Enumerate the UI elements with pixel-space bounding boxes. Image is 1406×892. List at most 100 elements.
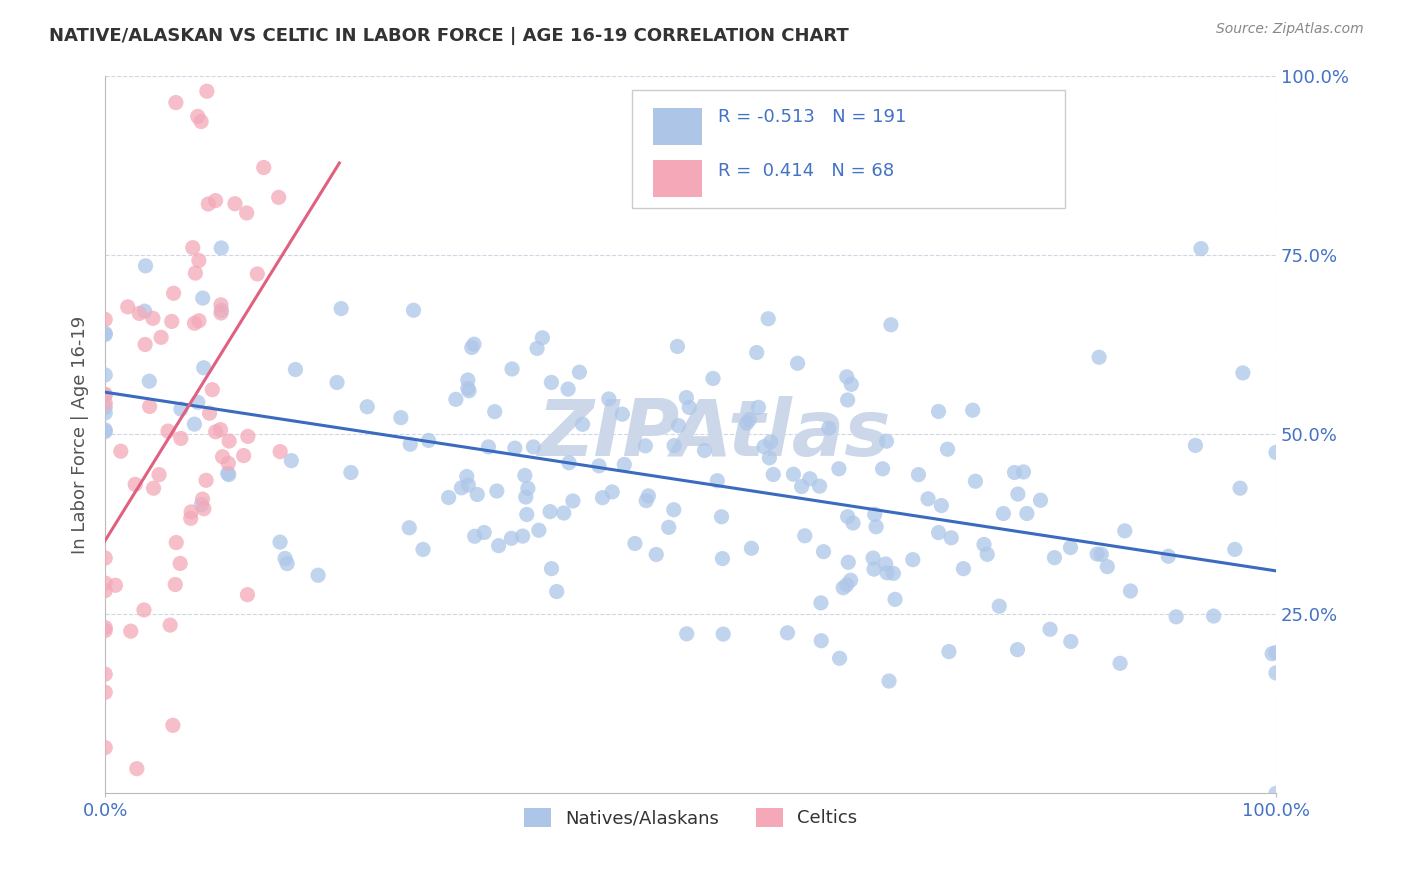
Point [837,555,859,569]
Point [516,482,538,496]
Point [658,520,681,534]
Point [965,475,987,489]
Point [793,529,815,543]
Point [204,425,226,439]
Point [142,311,165,326]
Point [561,494,583,508]
Point [134,337,156,351]
Point [356,400,378,414]
Point [187,253,209,268]
Point [138,400,160,414]
Point [799,472,821,486]
Point [884,592,907,607]
Point [1012,465,1035,479]
Point [553,506,575,520]
Point [195,473,218,487]
Point [863,562,886,576]
Point [600,484,623,499]
Point [134,304,156,318]
Point [571,417,593,432]
Point [191,492,214,507]
Point [418,434,440,448]
Point [183,316,205,330]
Point [917,491,939,506]
Point [169,557,191,571]
Point [624,536,647,550]
Point [94,425,117,439]
Point [776,625,799,640]
Point [962,403,984,417]
Point [1166,610,1188,624]
Point [901,552,924,566]
FancyBboxPatch shape [633,90,1066,209]
FancyBboxPatch shape [654,160,702,197]
Point [1232,366,1254,380]
Point [224,196,246,211]
Point [94,388,117,402]
Point [810,596,832,610]
Point [928,525,950,540]
Point [546,584,568,599]
Text: ZIPAtlas: ZIPAtlas [537,396,891,473]
Point [269,444,291,458]
Point [125,762,148,776]
Point [668,418,690,433]
Point [165,95,187,110]
Point [191,291,214,305]
Point [839,377,862,392]
Point [170,402,193,417]
Point [540,561,562,575]
Point [274,551,297,566]
Point [880,318,903,332]
Point [134,259,156,273]
Point [276,557,298,571]
Point [1223,542,1246,557]
Point [882,566,904,581]
Point [747,401,769,415]
Point [284,362,307,376]
Point [488,539,510,553]
Point [828,462,851,476]
Point [1202,609,1225,624]
Point [94,396,117,410]
Text: R = -0.513   N = 191: R = -0.513 N = 191 [717,108,905,126]
Point [1039,622,1062,636]
Point [157,424,180,438]
Point [198,406,221,420]
Point [762,467,785,482]
Point [1059,541,1081,555]
Point [269,535,291,549]
Point [236,588,259,602]
Point [94,423,117,437]
Point [1265,645,1288,659]
Point [180,511,202,525]
Point [612,407,634,421]
Point [1265,786,1288,800]
Point [94,621,117,635]
Point [931,499,953,513]
Point [782,467,804,482]
Point [190,498,212,512]
Point [522,440,544,454]
Point [675,627,697,641]
Point [150,330,173,344]
Point [94,312,117,326]
Point [165,577,187,591]
Point [94,576,117,591]
Point [875,557,897,571]
Point [450,481,472,495]
Point [1029,493,1052,508]
Point [1043,550,1066,565]
Point [94,327,117,342]
Point [307,568,329,582]
Point [128,306,150,320]
Point [516,508,538,522]
Point [457,373,479,387]
Point [662,502,685,516]
Point [326,376,349,390]
Point [132,603,155,617]
Point [1090,547,1112,561]
Point [865,520,887,534]
Point [740,541,762,556]
Point [1088,351,1111,365]
